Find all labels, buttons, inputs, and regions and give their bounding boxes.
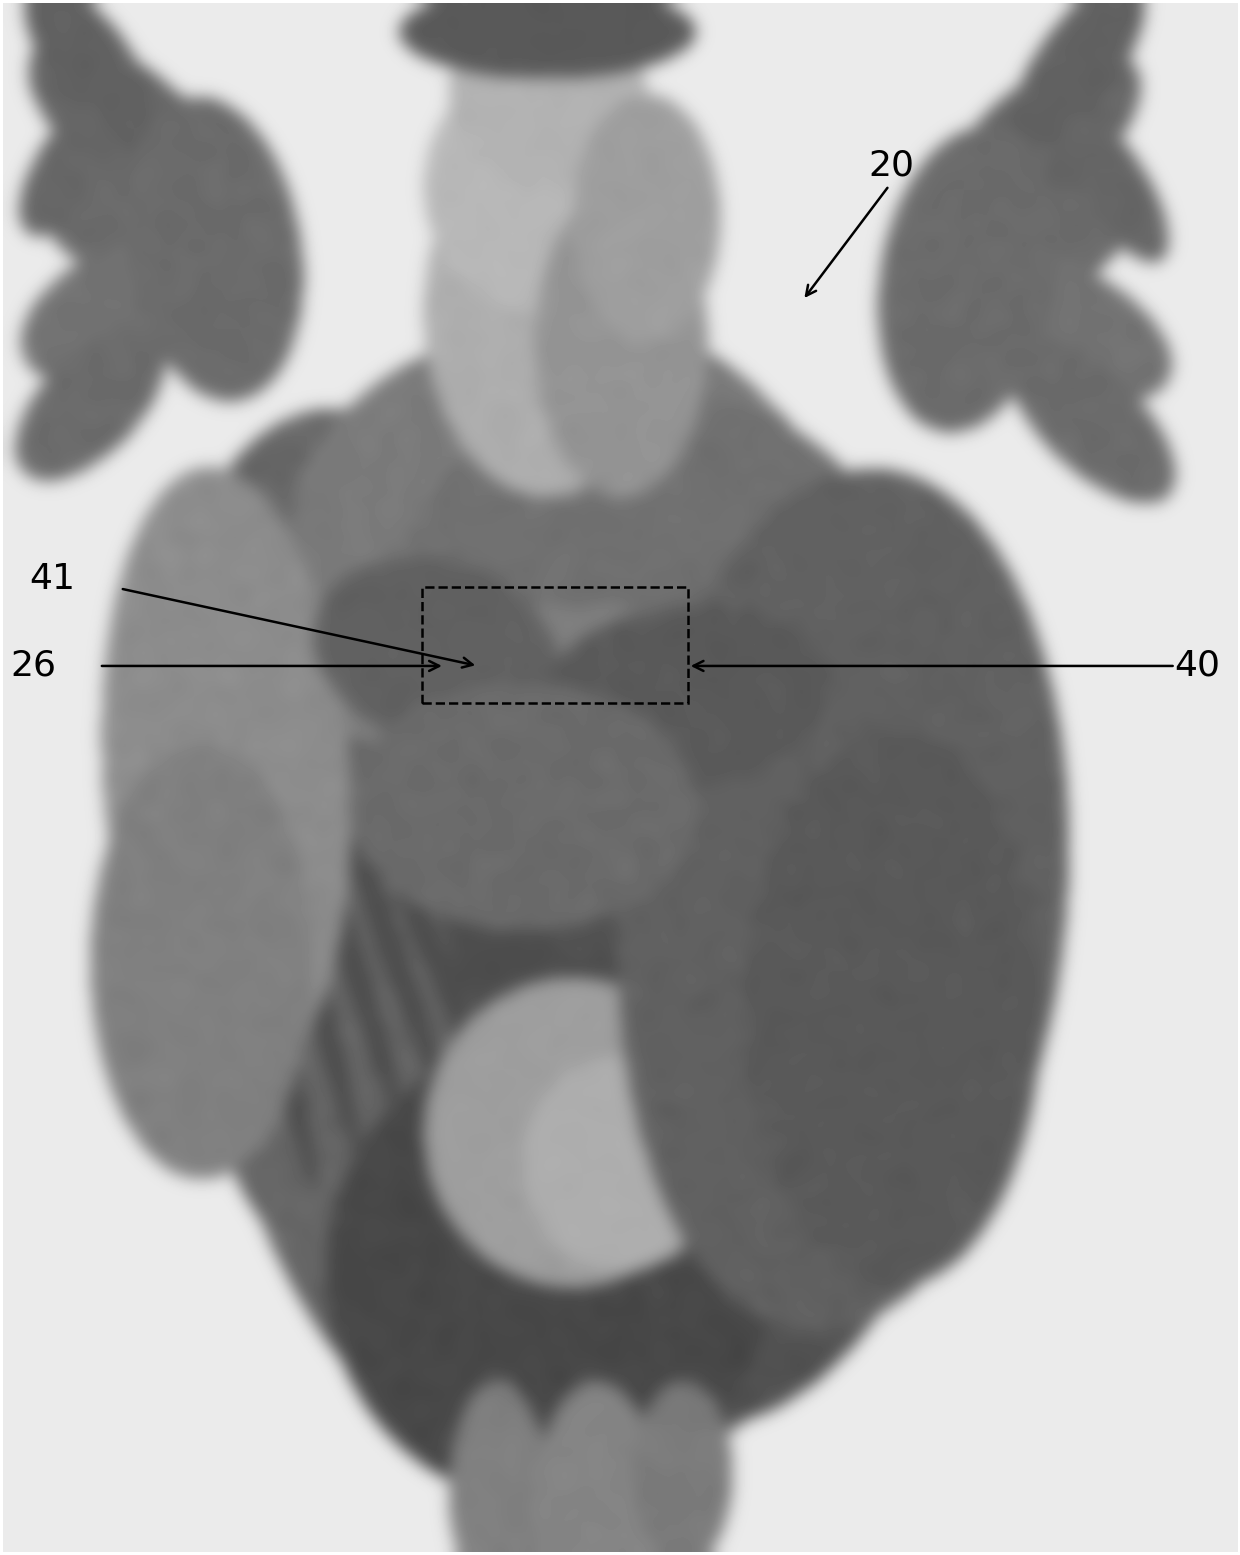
Text: 20: 20	[868, 148, 915, 182]
Bar	[423, 586, 688, 703]
Text: 40: 40	[1174, 648, 1220, 683]
Text: 26: 26	[11, 648, 57, 683]
Text: 41: 41	[30, 563, 76, 596]
